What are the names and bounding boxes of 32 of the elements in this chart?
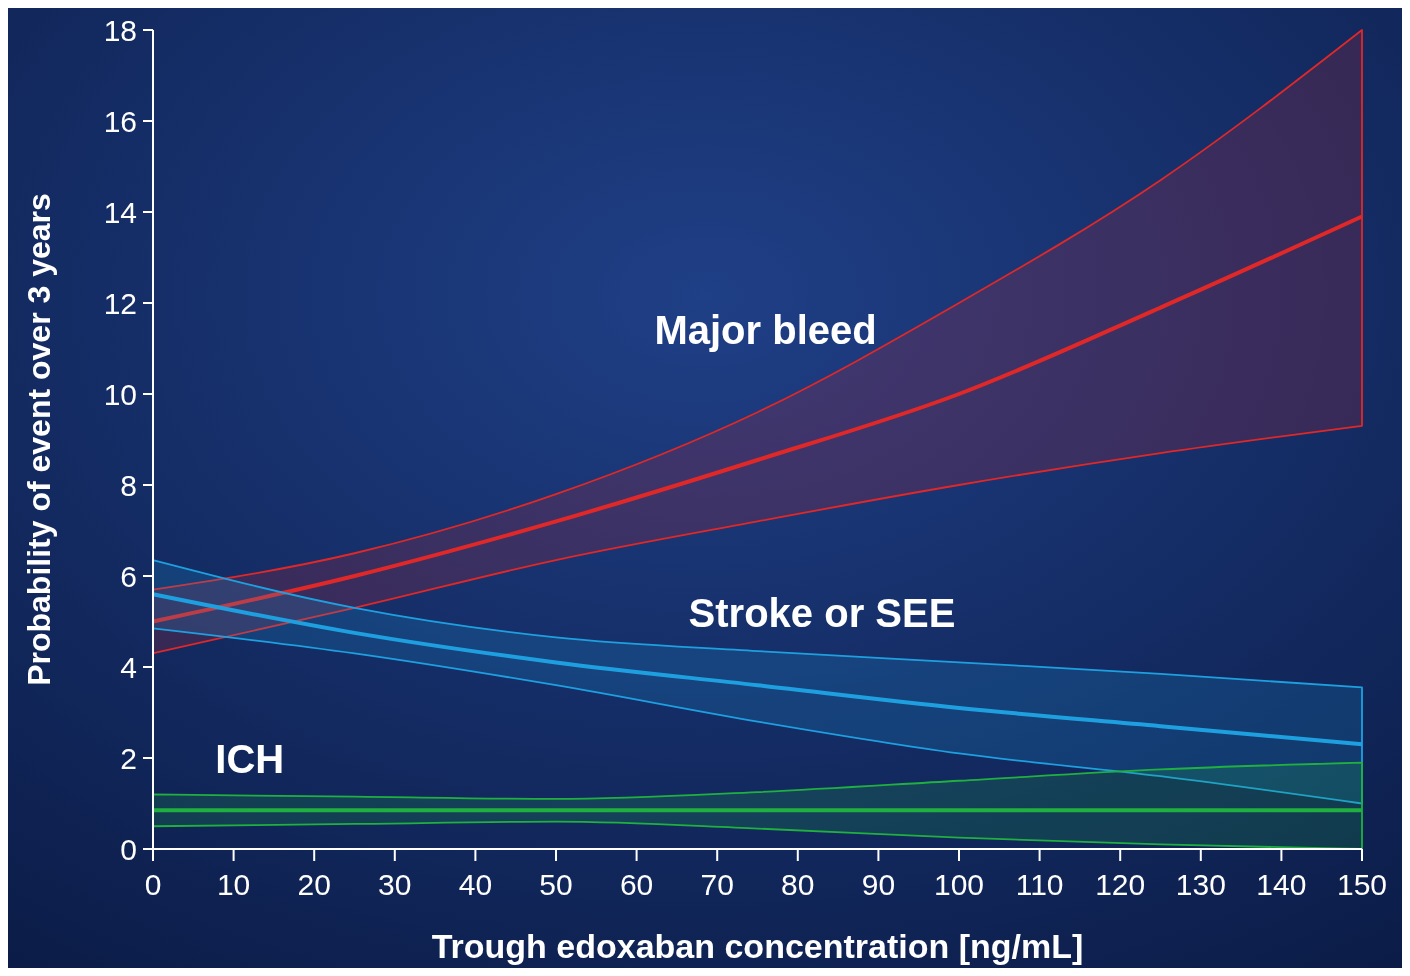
x-tick-label: 110 [1015,868,1064,901]
y-tick-label: 2 [120,741,137,775]
series-label: Stroke or SEE [688,591,956,636]
y-tick-label: 6 [120,559,137,593]
x-tick-label: 120 [1095,868,1146,901]
line-series [151,592,1364,747]
series-label: Major bleed [654,308,877,353]
x-tick-label: 70 [700,868,734,901]
x-tick-label: 90 [861,868,896,901]
y-tick-label: 12 [103,286,137,320]
y-tick-label: 8 [120,468,137,502]
x-tick-label: 150 [1336,868,1388,901]
x-tick-label: 20 [297,868,331,901]
y-tick-label: 4 [120,650,137,684]
series-label: ICH [215,736,285,781]
y-tick-label: 16 [103,104,137,138]
x-tick-label: 0 [144,868,162,901]
x-tick-label: 80 [781,868,815,901]
y-tick-label: 18 [103,13,137,47]
x-tick-label: 130 [1175,868,1226,901]
x-tick-label: 100 [933,868,985,901]
x-axis-title: Trough edoxaban concentration [ng/mL] [431,927,1084,965]
x-tick-label: 10 [216,868,251,901]
x-tick-label: 60 [619,868,654,901]
x-tick-label: 30 [378,868,412,901]
x-tick-label: 40 [458,868,493,901]
x-tick-label: 140 [1256,868,1307,901]
y-tick-label: 14 [103,195,137,229]
y-tick-label: 10 [103,377,137,411]
x-tick-label: 50 [539,868,573,901]
y-axis-title: Probability of event over 3 years [21,193,57,686]
y-tick-label: 0 [120,832,137,866]
